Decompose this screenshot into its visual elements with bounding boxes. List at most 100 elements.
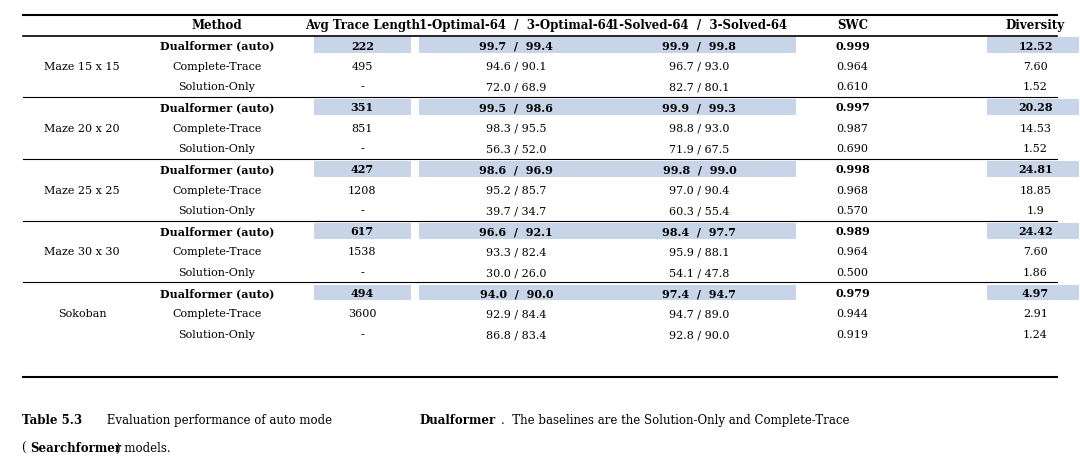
Text: 98.6  /  96.9: 98.6 / 96.9 bbox=[480, 164, 553, 175]
Text: Dualformer (auto): Dualformer (auto) bbox=[160, 164, 274, 175]
Text: 1.24: 1.24 bbox=[1023, 329, 1048, 339]
Text: Solution-Only: Solution-Only bbox=[178, 268, 255, 278]
Text: 98.8 / 93.0: 98.8 / 93.0 bbox=[670, 123, 730, 133]
Text: 851: 851 bbox=[352, 123, 373, 133]
Bar bbox=[314, 224, 410, 239]
Text: 14.53: 14.53 bbox=[1020, 123, 1052, 133]
Text: Method: Method bbox=[191, 19, 242, 32]
Text: 2.91: 2.91 bbox=[1023, 309, 1048, 319]
Text: Maze 30 x 30: Maze 30 x 30 bbox=[44, 247, 120, 257]
Bar bbox=[314, 38, 410, 54]
Bar bbox=[314, 100, 410, 116]
Text: -: - bbox=[361, 82, 364, 92]
Text: 495: 495 bbox=[352, 62, 373, 72]
Text: Dualformer: Dualformer bbox=[419, 413, 496, 426]
Bar bbox=[987, 100, 1080, 116]
Text: 3600: 3600 bbox=[348, 309, 377, 319]
Text: 0.997: 0.997 bbox=[835, 102, 869, 113]
Text: 0.964: 0.964 bbox=[836, 247, 868, 257]
Text: -: - bbox=[361, 329, 364, 339]
Text: 0.610: 0.610 bbox=[836, 82, 868, 92]
Text: Sokoban: Sokoban bbox=[58, 309, 107, 319]
Text: 1-Optimal-64  /  3-Optimal-64: 1-Optimal-64 / 3-Optimal-64 bbox=[419, 19, 613, 32]
Text: 20.28: 20.28 bbox=[1018, 102, 1053, 113]
Text: 0.998: 0.998 bbox=[835, 164, 869, 175]
Text: 427: 427 bbox=[351, 164, 374, 175]
Text: 494: 494 bbox=[351, 288, 374, 299]
Text: 1.9: 1.9 bbox=[1027, 206, 1044, 216]
Text: Complete-Trace: Complete-Trace bbox=[172, 247, 261, 257]
Bar bbox=[419, 224, 613, 239]
Text: 94.6 / 90.1: 94.6 / 90.1 bbox=[486, 62, 546, 72]
Text: 0.500: 0.500 bbox=[836, 268, 868, 278]
Text: 1538: 1538 bbox=[348, 247, 377, 257]
Bar bbox=[603, 38, 796, 54]
Bar bbox=[419, 285, 613, 301]
Text: Table 5.3: Table 5.3 bbox=[22, 413, 82, 426]
Text: Diversity: Diversity bbox=[1005, 19, 1065, 32]
Bar bbox=[603, 285, 796, 301]
Text: 82.7 / 80.1: 82.7 / 80.1 bbox=[670, 82, 730, 92]
Text: 93.3 / 82.4: 93.3 / 82.4 bbox=[486, 247, 546, 257]
Text: 7.60: 7.60 bbox=[1023, 62, 1048, 72]
Text: 4.97: 4.97 bbox=[1022, 288, 1049, 299]
Text: 0.964: 0.964 bbox=[836, 62, 868, 72]
Text: 98.3 / 95.5: 98.3 / 95.5 bbox=[486, 123, 546, 133]
Text: Maze 25 x 25: Maze 25 x 25 bbox=[44, 185, 120, 195]
Text: Evaluation performance of auto mode: Evaluation performance of auto mode bbox=[103, 413, 336, 426]
Text: .  The baselines are the Solution-Only and Complete-Trace: . The baselines are the Solution-Only an… bbox=[501, 413, 850, 426]
Bar bbox=[987, 224, 1080, 239]
Text: 96.7 / 93.0: 96.7 / 93.0 bbox=[670, 62, 730, 72]
Text: 0.987: 0.987 bbox=[836, 123, 868, 133]
Text: 39.7 / 34.7: 39.7 / 34.7 bbox=[486, 206, 546, 216]
Text: 30.0 / 26.0: 30.0 / 26.0 bbox=[486, 268, 546, 278]
Text: Solution-Only: Solution-Only bbox=[178, 206, 255, 216]
Bar bbox=[603, 162, 796, 177]
Text: Solution-Only: Solution-Only bbox=[178, 329, 255, 339]
Bar bbox=[987, 285, 1080, 301]
Text: 94.7 / 89.0: 94.7 / 89.0 bbox=[670, 309, 730, 319]
Text: Dualformer (auto): Dualformer (auto) bbox=[160, 226, 274, 237]
Bar bbox=[419, 38, 613, 54]
Text: 72.0 / 68.9: 72.0 / 68.9 bbox=[486, 82, 546, 92]
Text: Dualformer (auto): Dualformer (auto) bbox=[160, 102, 274, 113]
Text: 60.3 / 55.4: 60.3 / 55.4 bbox=[670, 206, 730, 216]
Text: 96.6  /  92.1: 96.6 / 92.1 bbox=[480, 226, 553, 237]
Text: 1208: 1208 bbox=[348, 185, 377, 195]
Text: 24.81: 24.81 bbox=[1018, 164, 1053, 175]
Text: Dualformer (auto): Dualformer (auto) bbox=[160, 40, 274, 51]
Bar bbox=[987, 38, 1080, 54]
Text: 95.2 / 85.7: 95.2 / 85.7 bbox=[486, 185, 546, 195]
Text: 97.0 / 90.4: 97.0 / 90.4 bbox=[670, 185, 730, 195]
Text: 71.9 / 67.5: 71.9 / 67.5 bbox=[670, 144, 730, 154]
Text: 18.85: 18.85 bbox=[1020, 185, 1052, 195]
Text: 92.9 / 84.4: 92.9 / 84.4 bbox=[486, 309, 546, 319]
Text: Complete-Trace: Complete-Trace bbox=[172, 123, 261, 133]
Text: 0.570: 0.570 bbox=[836, 206, 868, 216]
Text: 7.60: 7.60 bbox=[1023, 247, 1048, 257]
Text: (: ( bbox=[22, 441, 26, 453]
Text: 0.979: 0.979 bbox=[835, 288, 869, 299]
Text: 0.690: 0.690 bbox=[836, 144, 868, 154]
Text: 97.4  /  94.7: 97.4 / 94.7 bbox=[662, 288, 737, 299]
Text: 95.9 / 88.1: 95.9 / 88.1 bbox=[670, 247, 730, 257]
Text: 1.52: 1.52 bbox=[1023, 82, 1048, 92]
Text: 56.3 / 52.0: 56.3 / 52.0 bbox=[486, 144, 546, 154]
Text: 99.5  /  98.6: 99.5 / 98.6 bbox=[480, 102, 553, 113]
Text: -: - bbox=[361, 206, 364, 216]
Text: 99.9  /  99.3: 99.9 / 99.3 bbox=[662, 102, 737, 113]
Bar bbox=[603, 224, 796, 239]
Text: 617: 617 bbox=[351, 226, 374, 237]
Text: 99.9  /  99.8: 99.9 / 99.8 bbox=[662, 40, 737, 51]
Text: Maze 15 x 15: Maze 15 x 15 bbox=[44, 62, 120, 72]
Bar bbox=[419, 100, 613, 116]
Text: 24.42: 24.42 bbox=[1018, 226, 1053, 237]
Text: 0.968: 0.968 bbox=[836, 185, 868, 195]
Bar bbox=[603, 100, 796, 116]
Text: Solution-Only: Solution-Only bbox=[178, 82, 255, 92]
Text: 222: 222 bbox=[351, 40, 374, 51]
Text: Complete-Trace: Complete-Trace bbox=[172, 185, 261, 195]
Text: 0.999: 0.999 bbox=[835, 40, 869, 51]
Text: 54.1 / 47.8: 54.1 / 47.8 bbox=[670, 268, 730, 278]
Bar bbox=[314, 285, 410, 301]
